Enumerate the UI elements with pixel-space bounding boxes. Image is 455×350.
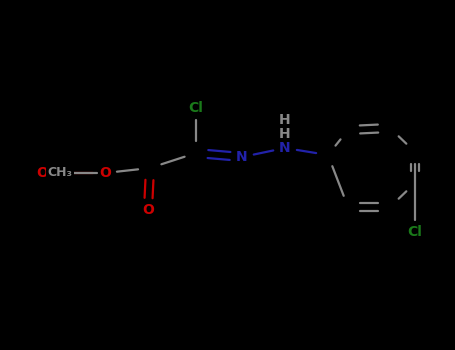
Text: O: O: [142, 203, 154, 217]
Text: N: N: [279, 141, 291, 155]
Text: O: O: [36, 166, 48, 180]
Text: Cl: Cl: [408, 225, 422, 239]
Text: O: O: [99, 166, 111, 180]
Text: Cl: Cl: [188, 101, 203, 115]
Text: N: N: [236, 150, 248, 164]
Text: CH₃: CH₃: [47, 167, 72, 180]
Text: H: H: [279, 127, 291, 141]
Text: H: H: [279, 113, 291, 127]
